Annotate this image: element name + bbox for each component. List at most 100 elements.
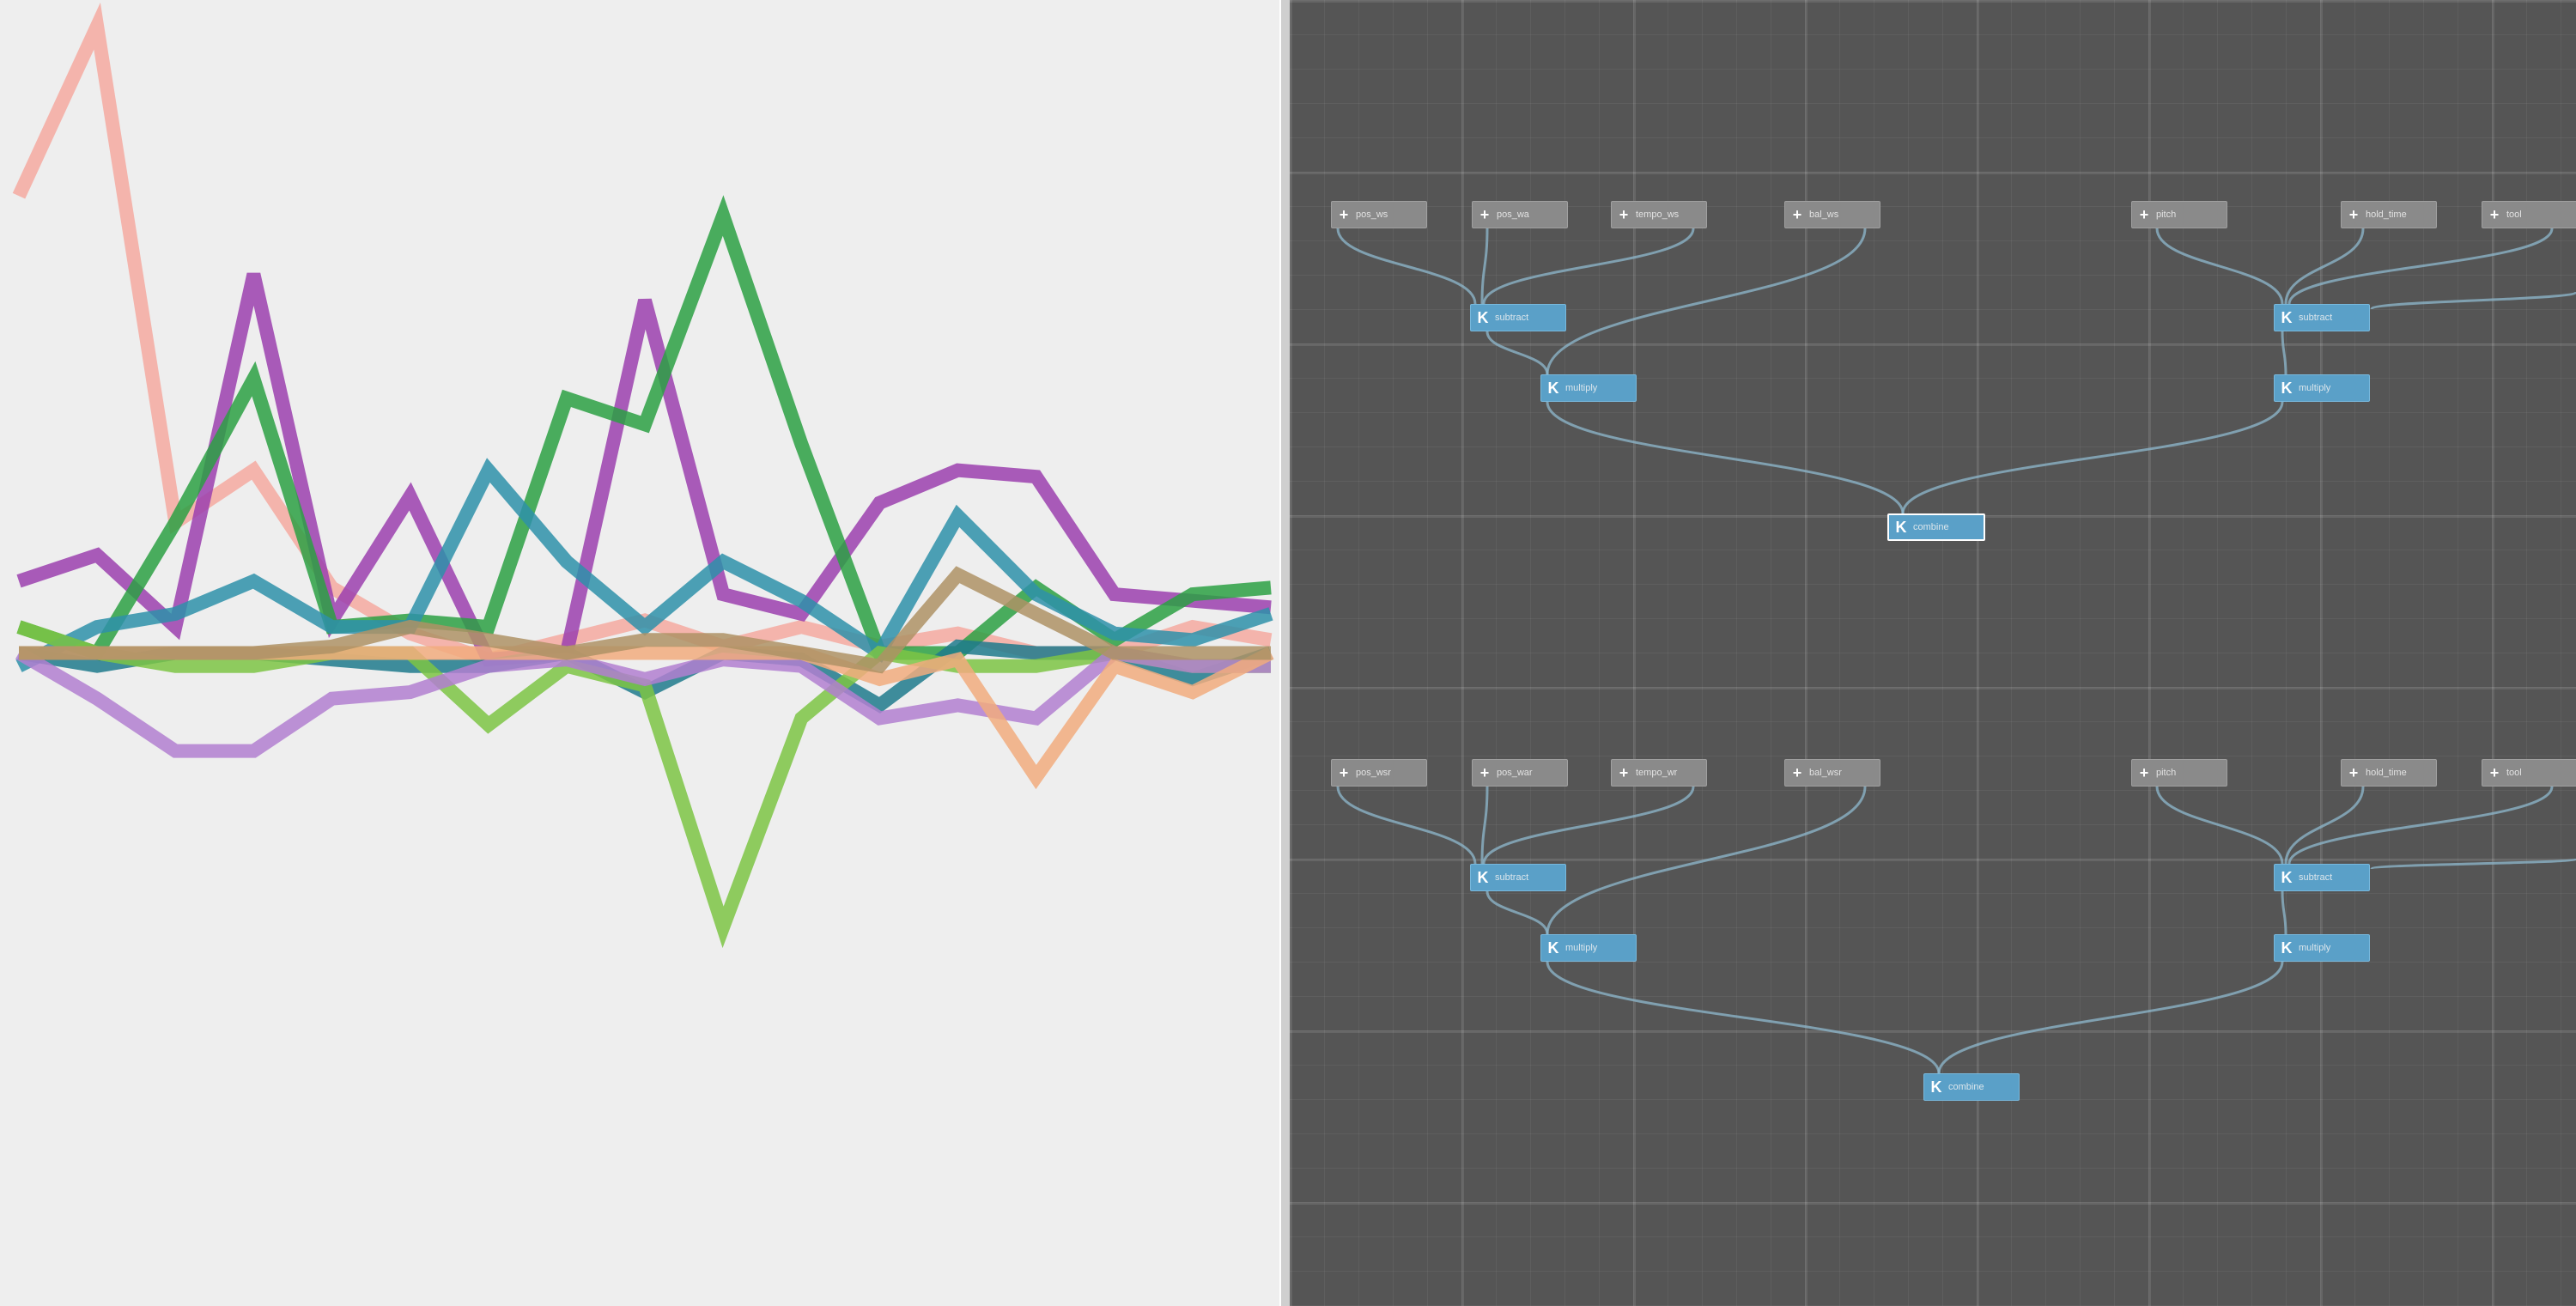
input-node[interactable]: + pitch	[2131, 201, 2227, 228]
node-label: pitch	[2156, 768, 2177, 778]
connection-wire	[2284, 786, 2365, 865]
node-label: tool	[2506, 768, 2522, 778]
connection-wire	[2370, 290, 2576, 311]
connection-wire	[1937, 961, 2284, 1074]
connection-wire	[2155, 786, 2284, 865]
operator-node[interactable]: K combine	[1923, 1073, 2020, 1101]
node-label: subtract	[1495, 313, 1529, 323]
operator-icon: K	[1547, 380, 1559, 397]
input-node[interactable]: + pos_wa	[1472, 201, 1568, 228]
node-label: combine	[1913, 522, 1949, 532]
input-node[interactable]: + tool	[2482, 201, 2576, 228]
series-line	[15, 458, 1273, 672]
operator-icon: K	[2281, 309, 2293, 326]
plus-icon: +	[1619, 764, 1629, 781]
plus-icon: +	[1479, 206, 1490, 223]
plus-icon: +	[2489, 206, 2500, 223]
panel-divider[interactable]	[1279, 0, 1290, 1306]
node-label: tempo_wr	[1636, 768, 1678, 778]
plus-icon: +	[1479, 764, 1490, 781]
node-label: pos_wa	[1497, 210, 1529, 220]
operator-node[interactable]: K multiply	[1540, 934, 1637, 962]
input-node[interactable]: + pos_wsr	[1331, 759, 1427, 787]
operator-node[interactable]: K multiply	[1540, 374, 1637, 402]
input-node[interactable]: + pos_ws	[1331, 201, 1427, 228]
connection-wire	[1901, 401, 2284, 514]
connection-wire	[2155, 228, 2284, 305]
node-label: pos_war	[1497, 768, 1533, 778]
connection-wire	[1482, 228, 1695, 305]
connection-wire	[1480, 228, 1489, 305]
connection-wire	[2281, 331, 2287, 375]
operator-node[interactable]: K subtract	[1470, 864, 1566, 891]
operator-icon: K	[2281, 939, 2293, 957]
connection-wire	[2287, 786, 2554, 865]
connection-wire	[1546, 401, 1905, 514]
input-node[interactable]: + hold_time	[2341, 201, 2437, 228]
node-label: hold_time	[2366, 768, 2407, 778]
plus-icon: +	[1339, 764, 1349, 781]
input-node[interactable]: + bal_wsr	[1784, 759, 1880, 787]
input-node[interactable]: + hold_time	[2341, 759, 2437, 787]
operator-node[interactable]: K subtract	[2274, 864, 2370, 891]
input-node[interactable]: + bal_ws	[1784, 201, 1880, 228]
series-line	[16, 272, 1272, 667]
operator-node-selected[interactable]: K combine	[1887, 513, 1985, 541]
line-plot-panel	[0, 0, 1279, 1306]
input-node[interactable]: + pitch	[2131, 759, 2227, 787]
node-label: hold_time	[2366, 210, 2407, 220]
series-line	[16, 195, 1272, 662]
connection-wire	[1482, 786, 1695, 865]
node-label: bal_ws	[1809, 210, 1839, 220]
input-node[interactable]: + pos_war	[1472, 759, 1568, 787]
input-node[interactable]: + tempo_ws	[1611, 201, 1707, 228]
node-label: tool	[2506, 210, 2522, 220]
plus-icon: +	[2139, 206, 2149, 223]
connection-wire	[1485, 331, 1549, 375]
connection-wire	[2287, 228, 2554, 305]
node-label: multiply	[1565, 943, 1598, 953]
plus-icon: +	[1619, 206, 1629, 223]
plus-icon: +	[2348, 764, 2359, 781]
node-label: pos_wsr	[1356, 768, 1391, 778]
plus-icon: +	[1792, 206, 1802, 223]
connection-wire	[1336, 786, 1477, 865]
node-label: multiply	[2299, 943, 2331, 953]
node-label: multiply	[2299, 383, 2331, 393]
series-line	[19, 566, 1271, 674]
connection-wire	[1336, 228, 1477, 305]
series-line	[15, 646, 1271, 758]
connection-wire	[1546, 961, 1941, 1074]
connection-wire	[2281, 890, 2287, 935]
node-label: pos_ws	[1356, 210, 1388, 220]
operator-icon: K	[1477, 309, 1489, 326]
plus-icon: +	[1339, 206, 1349, 223]
node-label: subtract	[2299, 872, 2333, 883]
operator-icon: K	[1930, 1078, 1942, 1096]
node-label: bal_wsr	[1809, 768, 1842, 778]
operator-node[interactable]: K subtract	[1470, 304, 1566, 331]
operator-icon: K	[1477, 869, 1489, 886]
connection-wire	[2284, 228, 2365, 305]
node-label: pitch	[2156, 210, 2177, 220]
operator-icon: K	[1895, 519, 1907, 536]
connection-wire	[1485, 890, 1549, 935]
connection-wire	[1546, 228, 1867, 375]
plus-icon: +	[1792, 764, 1802, 781]
input-node[interactable]: + tempo_wr	[1611, 759, 1707, 787]
operator-icon: K	[1547, 939, 1559, 957]
connection-wire	[1480, 786, 1489, 865]
plus-icon: +	[2348, 206, 2359, 223]
node-connections	[1336, 228, 2576, 1074]
series-line	[12, 3, 1273, 667]
plus-icon: +	[2489, 764, 2500, 781]
node-label: subtract	[2299, 313, 2333, 323]
operator-icon: K	[2281, 380, 2293, 397]
node-graph-canvas[interactable]: + pos_ws + pos_wa + tempo_ws + bal_ws + …	[1290, 0, 2576, 1306]
input-node[interactable]: + tool	[2482, 759, 2576, 787]
operator-node[interactable]: K multiply	[2274, 934, 2370, 962]
operator-node[interactable]: K subtract	[2274, 304, 2370, 331]
line-plot	[12, 3, 1274, 949]
node-label: tempo_ws	[1636, 210, 1680, 220]
operator-node[interactable]: K multiply	[2274, 374, 2370, 402]
